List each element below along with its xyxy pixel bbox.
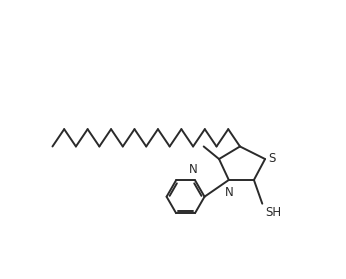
Text: N: N	[225, 186, 234, 199]
Text: S: S	[268, 152, 276, 165]
Text: N: N	[189, 163, 197, 176]
Text: SH: SH	[266, 206, 282, 219]
